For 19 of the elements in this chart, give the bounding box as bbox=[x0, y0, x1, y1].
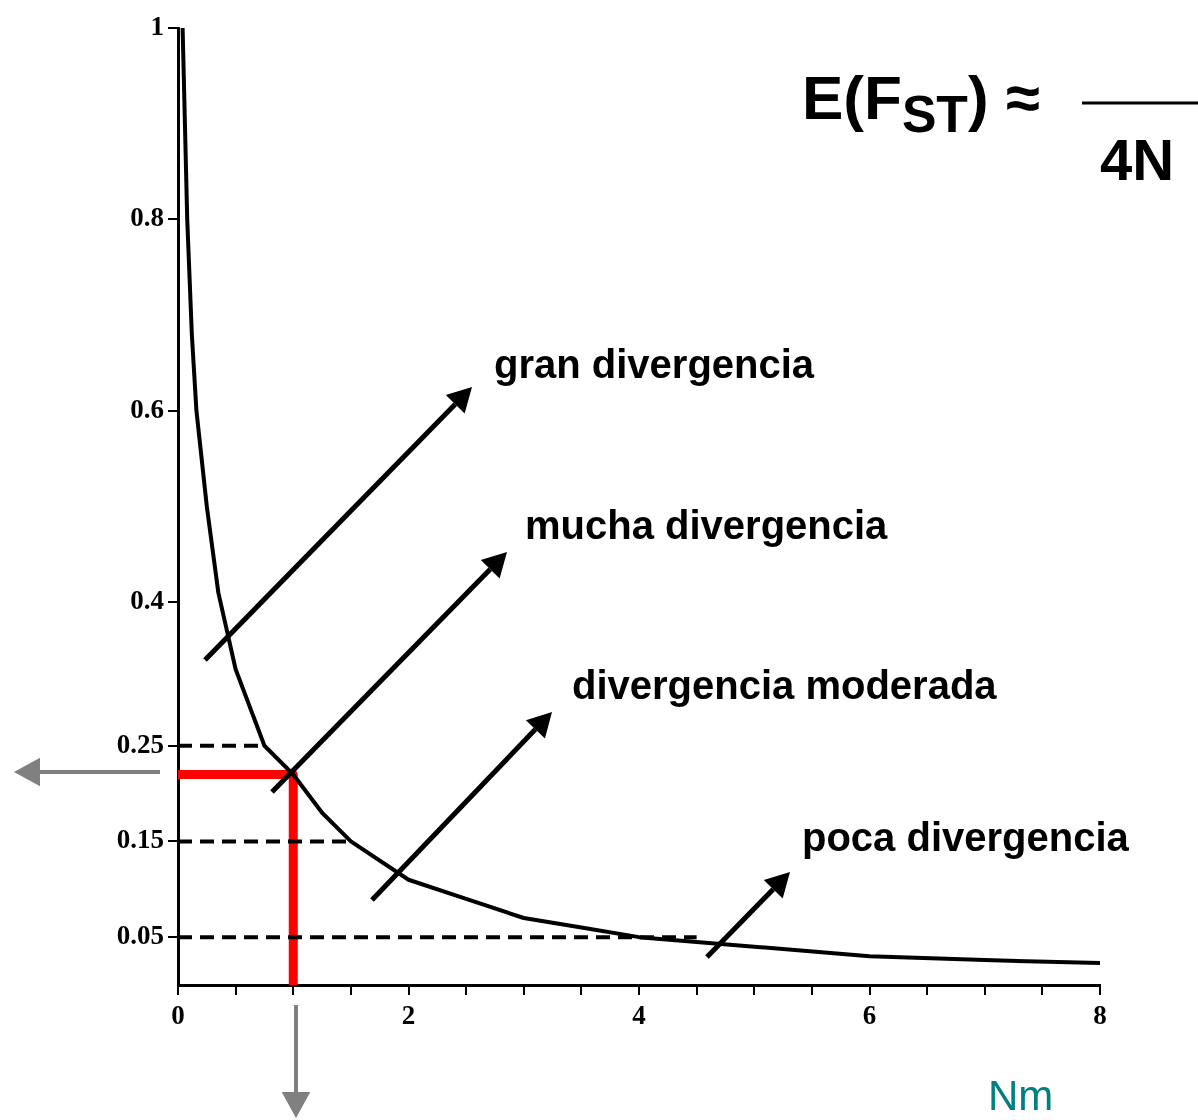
y-tick-label: 0.6 bbox=[130, 393, 164, 424]
x-tick-label: 2 bbox=[401, 1000, 416, 1031]
x-tick-label: 0 bbox=[171, 1000, 185, 1031]
y-tick-label: 0.8 bbox=[130, 202, 164, 233]
y-tick-label: 1 bbox=[150, 10, 164, 41]
annotation: poca divergencia bbox=[802, 815, 1129, 860]
y-tick-label: 0.4 bbox=[130, 585, 164, 616]
y-tick-label: 0.25 bbox=[116, 728, 164, 759]
y-tick-label: 0.15 bbox=[116, 824, 164, 855]
x-tick-label: 8 bbox=[1093, 1000, 1107, 1031]
annotation: E(F$_{ST}$) ≈ bbox=[802, 62, 1040, 145]
annotation: divergencia moderada bbox=[572, 663, 997, 708]
x-axis-title: Nm bbox=[988, 1072, 1054, 1120]
annotation: mucha divergencia bbox=[525, 503, 888, 548]
annotation: 4N bbox=[1100, 126, 1175, 193]
x-tick-label: 4 bbox=[632, 1000, 646, 1031]
x-tick-label: 6 bbox=[862, 1000, 877, 1031]
annotation: gran divergencia bbox=[494, 342, 815, 387]
y-tick-label: 0.05 bbox=[116, 920, 164, 951]
